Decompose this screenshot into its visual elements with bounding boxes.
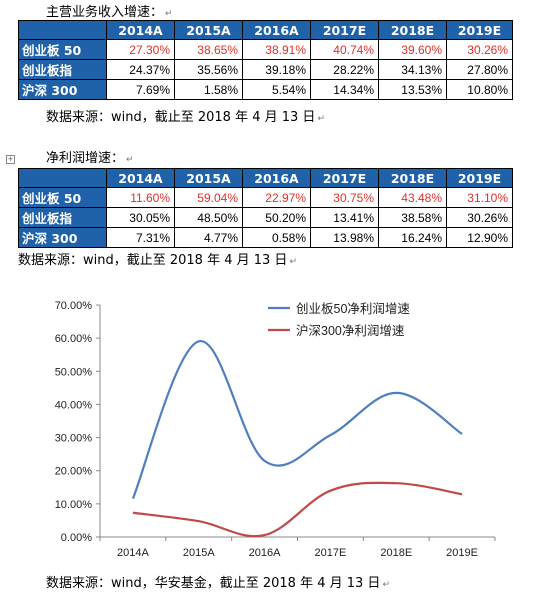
table-row: 创业板 50 27.30% 38.65% 38.91% 40.74% 39.60% 30.2… [18, 39, 513, 60]
header-year-cell: 2017E [310, 20, 379, 40]
value-cell: 11.60% [106, 187, 175, 208]
value-cell: 34.13% [378, 59, 447, 80]
value-cell: 10.80% [446, 79, 513, 100]
value-cell: 31.10% [446, 187, 513, 208]
net-profit-growth-table: 2014A 2015A 2016A 2017E 2018E 2019E 创业板 50 11.6… [18, 168, 513, 248]
row-label-cell: 沪深 300 [18, 227, 107, 248]
table2-caption: 净利润增速： ↵ [46, 151, 134, 166]
value-cell: 7.31% [106, 227, 175, 248]
value-cell: 38.58% [378, 207, 447, 228]
x-tick-label: 2015A [183, 547, 215, 559]
header-year-cell: 2018E [378, 168, 447, 188]
header-year-cell: 2015A [174, 20, 243, 40]
value-cell: 5.54% [242, 79, 311, 100]
value-cell: 4.77% [174, 227, 243, 248]
row-label-cell: 创业板 50 [18, 39, 107, 60]
value-cell: 59.04% [174, 187, 243, 208]
chart-source: 数据来源：wind，华安基金，截止至 2018 年 4 月 13 日 ↵ [46, 576, 390, 591]
table-header-row: 2014A 2015A 2016A 2017E 2018E 2019E [18, 168, 513, 188]
row-label-cell: 创业板指 [18, 207, 107, 228]
value-cell: 13.41% [310, 207, 379, 228]
header-year-cell: 2015A [174, 168, 243, 188]
header-year-cell: 2018E [378, 20, 447, 40]
table-move-handle-icon[interactable]: + [6, 155, 15, 164]
value-cell: 1.58% [174, 79, 243, 100]
value-cell: 38.91% [242, 39, 311, 60]
value-cell: 12.90% [446, 227, 513, 248]
value-cell: 35.56% [174, 59, 243, 80]
table1-source: 数据来源：wind，截止至 2018 年 4 月 13 日 ↵ [46, 110, 325, 125]
y-tick-label: 10.00% [55, 499, 93, 511]
value-cell: 30.75% [310, 187, 379, 208]
value-cell: 38.65% [174, 39, 243, 60]
x-tick-label: 2017E [315, 547, 347, 559]
net-profit-growth-chart: 0.00% 10.00% 20.00% 30.00% 40.00% 50.00% 60.00… [55, 300, 496, 559]
y-tick-label: 70.00% [55, 300, 93, 312]
table-row: 创业板指 30.05% 48.50% 50.20% 13.41% 38.58% 30.26% [18, 207, 513, 228]
value-cell: 14.34% [310, 79, 379, 100]
value-cell: 50.20% [242, 207, 311, 228]
value-cell: 39.60% [378, 39, 447, 60]
series-line-2 [132, 481, 463, 538]
row-label-cell: 沪深 300 [18, 79, 107, 100]
y-tick-label: 50.00% [55, 366, 93, 378]
value-cell: 16.24% [378, 227, 447, 248]
revenue-growth-table: 2014A 2015A 2016A 2017E 2018E 2019E 创业板 50 27.3… [18, 20, 513, 100]
value-cell: 39.18% [242, 59, 311, 80]
value-cell: 30.26% [446, 207, 513, 228]
header-year-cell: 2017E [310, 168, 379, 188]
header-year-cell: 2016A [242, 20, 311, 40]
header-corner-cell [18, 20, 107, 40]
x-tick-label: 2016A [249, 547, 281, 559]
table-row: 创业板指 24.37% 35.56% 39.18% 28.22% 34.13% 27.80% [18, 59, 513, 80]
value-cell: 28.22% [310, 59, 379, 80]
value-cell: 30.05% [106, 207, 175, 228]
value-cell: 48.50% [174, 207, 243, 228]
y-tick-label: 60.00% [55, 333, 93, 345]
y-tick-label: 30.00% [55, 433, 93, 445]
series-line-1 [131, 340, 463, 499]
value-cell: 13.98% [310, 227, 379, 248]
row-label-cell: 创业板 50 [18, 187, 107, 208]
value-cell: 0.58% [242, 227, 311, 248]
header-year-cell: 2016A [242, 168, 311, 188]
x-tick-label: 2014A [117, 547, 149, 559]
value-cell: 13.53% [378, 79, 447, 100]
value-cell: 40.74% [310, 39, 379, 60]
header-corner-cell [18, 168, 107, 188]
row-label-cell: 创业板指 [18, 59, 107, 80]
table-header-row: 2014A 2015A 2016A 2017E 2018E 2019E [18, 20, 513, 40]
table2-source: 数据来源：wind，截止至 2018 年 4 月 13 日 ↵ [18, 253, 297, 268]
value-cell: 27.30% [106, 39, 175, 60]
header-year-cell: 2014A [106, 20, 175, 40]
y-tick-label: 40.00% [55, 399, 93, 411]
table-row: 沪深 300 7.31% 4.77% 0.58% 13.98% 16.24% 12.90% [18, 227, 513, 248]
table-row: 沪深 300 7.69% 1.58% 5.54% 14.34% 13.53% 10.80% [18, 79, 513, 100]
x-tick-label: 2019E [446, 547, 478, 559]
value-cell: 43.48% [378, 187, 447, 208]
header-year-cell: 2019E [446, 20, 513, 40]
header-year-cell: 2019E [446, 168, 513, 188]
value-cell: 30.26% [446, 39, 513, 60]
value-cell: 22.97% [242, 187, 311, 208]
value-cell: 24.37% [106, 59, 175, 80]
x-tick-label: 2018E [380, 547, 412, 559]
table-row: 创业板 50 11.60% 59.04% 22.97% 30.75% 43.48% 31.1… [18, 187, 513, 208]
table1-caption: 主营业务收入增速： ↵ [46, 5, 173, 20]
legend-label: 沪深300净利润增速 [296, 323, 405, 338]
value-cell: 7.69% [106, 79, 175, 100]
value-cell: 27.80% [446, 59, 513, 80]
legend-label: 创业板50净利润增速 [296, 301, 410, 316]
y-tick-label: 0.00% [61, 532, 92, 544]
y-tick-label: 20.00% [55, 466, 93, 478]
header-year-cell: 2014A [106, 168, 175, 188]
